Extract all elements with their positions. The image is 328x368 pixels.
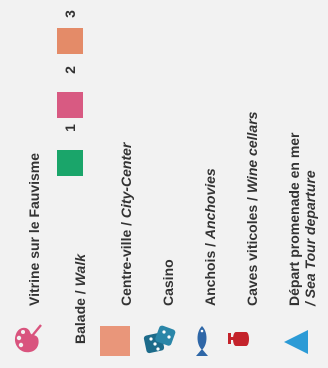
legend-item-casino: Casino	[140, 0, 180, 368]
legend-label-fauvisme: Vitrine sur le Fauvisme	[26, 152, 42, 306]
centre-label-sub: City-Center	[118, 142, 134, 219]
anchois-label-sub: Anchovies	[202, 168, 218, 240]
legend-label-balade: Balade / Walk	[72, 253, 88, 344]
wine-glass-icon	[226, 322, 262, 358]
legend-label-depart: Départ promenade en mer / Sea Tour depar…	[286, 133, 318, 307]
balade-label-sub: Walk	[72, 253, 88, 287]
legend-item-caves: Caves viticoles / Wine cellars	[224, 0, 264, 368]
depart-label: Départ promenade en mer	[286, 132, 302, 307]
walk-step-2-number: 2	[61, 66, 78, 74]
legend-label-caves: Caves viticoles / Wine cellars	[244, 112, 260, 306]
caves-label-sub: Wine cellars	[244, 111, 260, 194]
legend-label-centre-ville: Centre-ville / City-Center	[118, 143, 134, 306]
legend-item-fauvisme: Vitrine sur le Fauvisme	[6, 0, 46, 368]
legend-item-balade: Balade / Walk 1 2 3	[52, 0, 92, 368]
caves-label: Caves viticoles /	[244, 193, 260, 306]
balade-label: Balade	[72, 298, 88, 344]
walk-step-3-swatch	[57, 28, 83, 54]
legend-label-casino: Casino	[160, 259, 176, 306]
centre-label: Centre-ville /	[118, 218, 134, 306]
anchois-label: Anchois /	[202, 239, 218, 306]
city-center-swatch	[100, 326, 130, 356]
walk-step-1-swatch	[57, 150, 83, 176]
walk-step-2-swatch	[57, 92, 83, 118]
fish-icon	[184, 322, 220, 358]
triangle-icon	[278, 324, 314, 360]
legend-item-anchois: Anchois / Anchovies	[182, 0, 222, 368]
legend-item-centre-ville: Centre-ville / City-Center	[98, 0, 138, 368]
dice-icon	[142, 322, 178, 358]
legend-label-anchois: Anchois / Anchovies	[202, 168, 218, 306]
paint-palette-icon	[8, 322, 44, 358]
walk-step-3-number: 3	[61, 10, 78, 18]
depart-label-sub: / Sea Tour departure	[302, 170, 318, 306]
legend-item-depart: Départ promenade en mer / Sea Tour depar…	[266, 0, 326, 368]
walk-step-1-number: 1	[61, 124, 78, 132]
